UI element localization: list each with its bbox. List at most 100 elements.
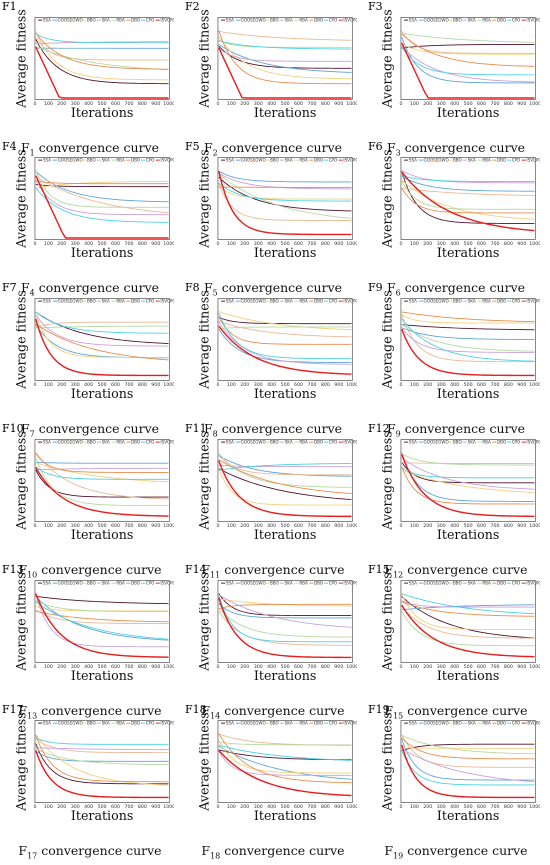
convergence-chart: SSAGOOSEGWOBBOSKARBADBOCPOISVCPO01002003… bbox=[16, 148, 174, 268]
legend-entry: RBA bbox=[116, 439, 125, 444]
y-axis-label: Average fitness bbox=[16, 290, 28, 389]
legend-entry: SSA bbox=[409, 439, 417, 444]
x-axis-label: Iterations bbox=[437, 105, 499, 120]
series-line-cpo bbox=[219, 313, 352, 359]
legend-entry: ISVCPO bbox=[526, 17, 540, 22]
legend-entry: RBA bbox=[482, 157, 491, 162]
series-line-cpo bbox=[402, 594, 535, 614]
x-tick-label: 1000 bbox=[163, 382, 174, 388]
chart-panel-f5: F5SSAGOOSEGWOBBOSKARBADBOCPOISVCPO010020… bbox=[185, 140, 361, 302]
legend-entry: GWO bbox=[72, 17, 82, 22]
chart-panel-f1: F1SSAGOOSEGWOBBOSKARBADBOCPOISVCPO010020… bbox=[2, 0, 178, 162]
legend-entry: BBO bbox=[270, 439, 279, 444]
x-tick-label: 800 bbox=[504, 101, 513, 107]
series-line-ska bbox=[36, 315, 169, 346]
convergence-chart: SSAGOOSEGWOBBOSKARBADBOCPOISVCPO01002003… bbox=[382, 8, 540, 128]
series-line-goose bbox=[402, 739, 535, 780]
convergence-chart: SSAGOOSEGWOBBOSKARBADBOCPOISVCPO01002003… bbox=[382, 430, 540, 550]
plot-frame bbox=[401, 157, 535, 239]
y-axis-label: Average fitness bbox=[382, 149, 394, 248]
x-tick-label: 100 bbox=[410, 382, 419, 388]
series-line-dbo bbox=[402, 467, 535, 504]
legend-entry: ISVCPO bbox=[343, 720, 357, 725]
legend-entry: RBA bbox=[482, 580, 491, 585]
x-tick-label: 100 bbox=[227, 523, 236, 529]
x-tick-label: 0 bbox=[399, 241, 402, 247]
legend-entry: SSA bbox=[409, 720, 417, 725]
legend-entry: SKA bbox=[285, 580, 293, 585]
x-tick-label: 200 bbox=[423, 101, 432, 107]
legend-entry: GWO bbox=[255, 17, 265, 22]
legend-entry: CPO bbox=[512, 17, 521, 22]
legend-entry: GWO bbox=[255, 720, 265, 725]
x-tick-label: 100 bbox=[410, 241, 419, 247]
legend-entry: SSA bbox=[226, 580, 234, 585]
legend-entry: SKA bbox=[102, 298, 110, 303]
chart-caption: F17 convergence curve bbox=[2, 843, 178, 861]
plot-frame bbox=[218, 580, 352, 662]
series-line-dbo bbox=[36, 324, 169, 360]
legend-entry: DBO bbox=[497, 298, 506, 303]
legend-entry: SKA bbox=[468, 157, 476, 162]
y-axis-label: Average fitness bbox=[382, 712, 394, 811]
legend-entry: RBA bbox=[116, 298, 125, 303]
legend-entry: SSA bbox=[409, 298, 417, 303]
chart-panel-f10: F10SSAGOOSEGWOBBOSKARBADBOCPOISVCPO01002… bbox=[2, 422, 178, 584]
legend-entry: BBO bbox=[87, 17, 96, 22]
x-tick-label: 800 bbox=[504, 664, 513, 670]
x-tick-label: 800 bbox=[321, 382, 330, 388]
panel-label: F8 bbox=[185, 281, 200, 294]
legend-entry: ISVCPO bbox=[160, 298, 174, 303]
legend-entry: DBO bbox=[131, 580, 140, 585]
legend-entry: BBO bbox=[87, 580, 96, 585]
x-axis-label: Iterations bbox=[254, 245, 316, 260]
y-axis-label: Average fitness bbox=[382, 572, 394, 671]
x-tick-label: 1000 bbox=[163, 523, 174, 529]
panel-label: F6 bbox=[368, 140, 383, 153]
x-tick-label: 1000 bbox=[163, 101, 174, 107]
legend-entry: GWO bbox=[72, 720, 82, 725]
x-tick-label: 0 bbox=[216, 523, 219, 529]
legend-entry: ISVCPO bbox=[160, 720, 174, 725]
x-tick-label: 1000 bbox=[529, 382, 540, 388]
series-line-dbo bbox=[219, 187, 352, 188]
legend-entry: SKA bbox=[285, 439, 293, 444]
legend-entry: SSA bbox=[409, 580, 417, 585]
panel-label: F7 bbox=[2, 281, 17, 294]
x-tick-label: 900 bbox=[151, 382, 160, 388]
legend-entry: CPO bbox=[329, 439, 338, 444]
legend-entry: SKA bbox=[468, 17, 476, 22]
convergence-chart: SSAGOOSEGWOBBOSKARBADBOCPOISVCPO01002003… bbox=[199, 289, 357, 409]
x-tick-label: 100 bbox=[410, 804, 419, 810]
x-tick-label: 100 bbox=[227, 101, 236, 107]
legend-entry: GWO bbox=[72, 580, 82, 585]
x-tick-label: 900 bbox=[151, 523, 160, 529]
series-line-isvcpo bbox=[219, 598, 352, 658]
y-axis-label: Average fitness bbox=[199, 290, 211, 389]
x-tick-label: 900 bbox=[334, 101, 343, 107]
x-tick-label: 200 bbox=[240, 241, 249, 247]
x-tick-label: 900 bbox=[517, 241, 526, 247]
x-tick-label: 200 bbox=[57, 664, 66, 670]
x-tick-label: 200 bbox=[57, 241, 66, 247]
caption-prefix: F bbox=[18, 843, 27, 858]
series-line-goose bbox=[402, 176, 535, 191]
legend-entry: CPO bbox=[146, 157, 155, 162]
series-line-bbo bbox=[402, 470, 535, 493]
x-tick-label: 200 bbox=[57, 804, 66, 810]
legend-entry: BBO bbox=[453, 298, 462, 303]
x-axis-label: Iterations bbox=[437, 386, 499, 401]
legend-entry: BBO bbox=[87, 157, 96, 162]
legend-entry: DBO bbox=[131, 720, 140, 725]
series-line-ska bbox=[402, 46, 535, 81]
x-tick-label: 0 bbox=[399, 382, 402, 388]
legend-entry: GWO bbox=[438, 439, 448, 444]
x-axis-label: Iterations bbox=[254, 808, 316, 823]
x-tick-label: 800 bbox=[321, 664, 330, 670]
x-tick-label: 0 bbox=[399, 664, 402, 670]
series-line-ssa bbox=[402, 325, 535, 330]
legend-entry: ISVCPO bbox=[526, 580, 540, 585]
legend-entry: SKA bbox=[285, 298, 293, 303]
legend-entry: BBO bbox=[453, 439, 462, 444]
series-line-bbo bbox=[402, 748, 535, 749]
